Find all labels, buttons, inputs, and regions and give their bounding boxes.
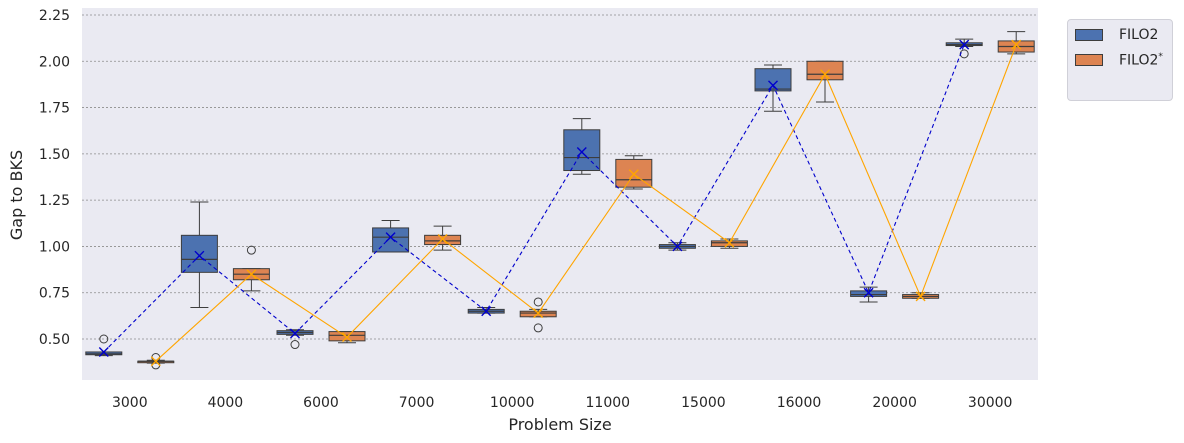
mean-marker bbox=[724, 237, 735, 248]
outlier-point bbox=[290, 340, 300, 350]
mean-marker bbox=[1011, 39, 1022, 50]
outlier-point bbox=[99, 334, 109, 344]
mean-marker bbox=[959, 39, 970, 50]
x-tick-label: 15000 bbox=[681, 395, 726, 411]
box-plot bbox=[372, 220, 410, 253]
box-iqr bbox=[754, 68, 792, 92]
box-plot bbox=[180, 201, 218, 309]
box-plot bbox=[615, 155, 653, 190]
x-tick-label: 6000 bbox=[303, 395, 339, 411]
box-iqr bbox=[372, 227, 410, 253]
mean-marker bbox=[576, 147, 587, 158]
legend: FILO2 FILO2* bbox=[1067, 19, 1173, 101]
mean-line-series-1 bbox=[155, 44, 1017, 362]
mean-marker bbox=[290, 328, 300, 339]
mean-marker bbox=[768, 80, 778, 91]
x-tick-label: 11000 bbox=[586, 395, 631, 411]
mean-marker bbox=[150, 356, 161, 367]
mean-marker bbox=[194, 250, 205, 261]
legend-entry-filo2-star: FILO2* bbox=[1075, 50, 1163, 70]
y-tick-label: 0.50 bbox=[39, 332, 70, 348]
x-tick-label: 4000 bbox=[208, 395, 244, 411]
outlier-point bbox=[533, 297, 543, 307]
mean-marker bbox=[533, 308, 544, 319]
box-plot bbox=[85, 334, 123, 357]
box-plot bbox=[997, 31, 1035, 55]
legend-label-filo2: FILO2 bbox=[1119, 27, 1159, 43]
y-tick-label: 1.50 bbox=[39, 147, 70, 163]
mean-marker bbox=[437, 234, 448, 245]
plot-area bbox=[82, 8, 1038, 380]
y-tick-label: 2.25 bbox=[39, 8, 70, 24]
y-axis-label: Gap to BKS bbox=[7, 150, 26, 240]
legend-entry-filo2: FILO2 bbox=[1075, 25, 1158, 45]
legend-swatch-filo2 bbox=[1075, 29, 1103, 41]
y-tick-label: 2.00 bbox=[39, 54, 70, 70]
x-tick-label: 20000 bbox=[872, 395, 917, 411]
x-tick-label: 30000 bbox=[968, 395, 1013, 411]
mean-marker bbox=[98, 346, 109, 357]
legend-swatch-filo2-star bbox=[1075, 54, 1103, 66]
y-tick-label: 0.75 bbox=[39, 286, 70, 302]
box-plot bbox=[754, 64, 792, 112]
mean-marker bbox=[863, 287, 874, 298]
box-iqr bbox=[806, 60, 844, 81]
box-plot bbox=[563, 118, 601, 175]
outlier-point bbox=[533, 323, 543, 333]
mean-marker bbox=[820, 69, 830, 80]
y-tick-label: 1.25 bbox=[39, 193, 70, 209]
outlier-point bbox=[246, 245, 256, 255]
mean-marker bbox=[385, 232, 396, 243]
mean-marker bbox=[481, 306, 492, 317]
x-tick-label: 16000 bbox=[777, 395, 822, 411]
x-tick-label: 10000 bbox=[490, 395, 535, 411]
mean-marker bbox=[915, 291, 926, 302]
axis-ticks: 0.50 0.75 1.00 1.25 1.50 1.75 2.00 2.25 3000 4000… bbox=[39, 8, 1013, 411]
mean-lines bbox=[98, 39, 1022, 367]
x-axis-label: Problem Size bbox=[508, 415, 611, 434]
mean-marker bbox=[246, 269, 257, 280]
mean-marker bbox=[628, 169, 639, 180]
mean-marker bbox=[672, 241, 683, 252]
mean-marker bbox=[342, 332, 352, 343]
x-tick-label: 3000 bbox=[112, 395, 148, 411]
mean-line-series-0 bbox=[103, 44, 965, 353]
y-tick-label: 1.75 bbox=[39, 101, 70, 117]
legend-label-filo2-star: FILO2* bbox=[1119, 51, 1163, 69]
box-iqr bbox=[563, 129, 601, 172]
x-tick-label: 7000 bbox=[399, 395, 435, 411]
box-iqr bbox=[180, 234, 218, 273]
y-tick-label: 1.00 bbox=[39, 239, 70, 255]
